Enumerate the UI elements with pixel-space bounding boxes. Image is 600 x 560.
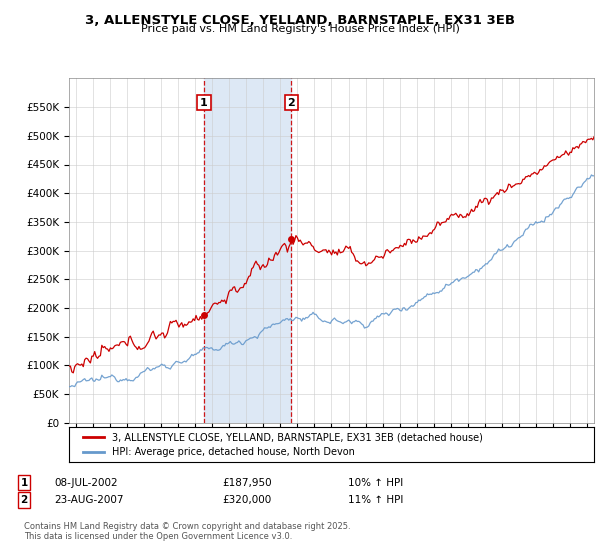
Text: Contains HM Land Registry data © Crown copyright and database right 2025.
This d: Contains HM Land Registry data © Crown c…	[24, 522, 350, 542]
Text: 1: 1	[20, 478, 28, 488]
Text: Price paid vs. HM Land Registry's House Price Index (HPI): Price paid vs. HM Land Registry's House …	[140, 24, 460, 34]
Text: 1: 1	[200, 97, 208, 108]
Text: £320,000: £320,000	[222, 495, 271, 505]
Bar	[204, 78, 291, 423]
Text: 23-AUG-2007: 23-AUG-2007	[54, 495, 124, 505]
Text: 10% ↑ HPI: 10% ↑ HPI	[348, 478, 403, 488]
Text: 08-JUL-2002: 08-JUL-2002	[54, 478, 118, 488]
Text: 3, ALLENSTYLE CLOSE, YELLAND, BARNSTAPLE, EX31 3EB: 3, ALLENSTYLE CLOSE, YELLAND, BARNSTAPLE…	[85, 14, 515, 27]
Text: 2: 2	[20, 495, 28, 505]
Text: 11% ↑ HPI: 11% ↑ HPI	[348, 495, 403, 505]
Legend: 3, ALLENSTYLE CLOSE, YELLAND, BARNSTAPLE, EX31 3EB (detached house), HPI: Averag: 3, ALLENSTYLE CLOSE, YELLAND, BARNSTAPLE…	[79, 428, 487, 461]
Text: £187,950: £187,950	[222, 478, 272, 488]
Text: 2: 2	[287, 97, 295, 108]
